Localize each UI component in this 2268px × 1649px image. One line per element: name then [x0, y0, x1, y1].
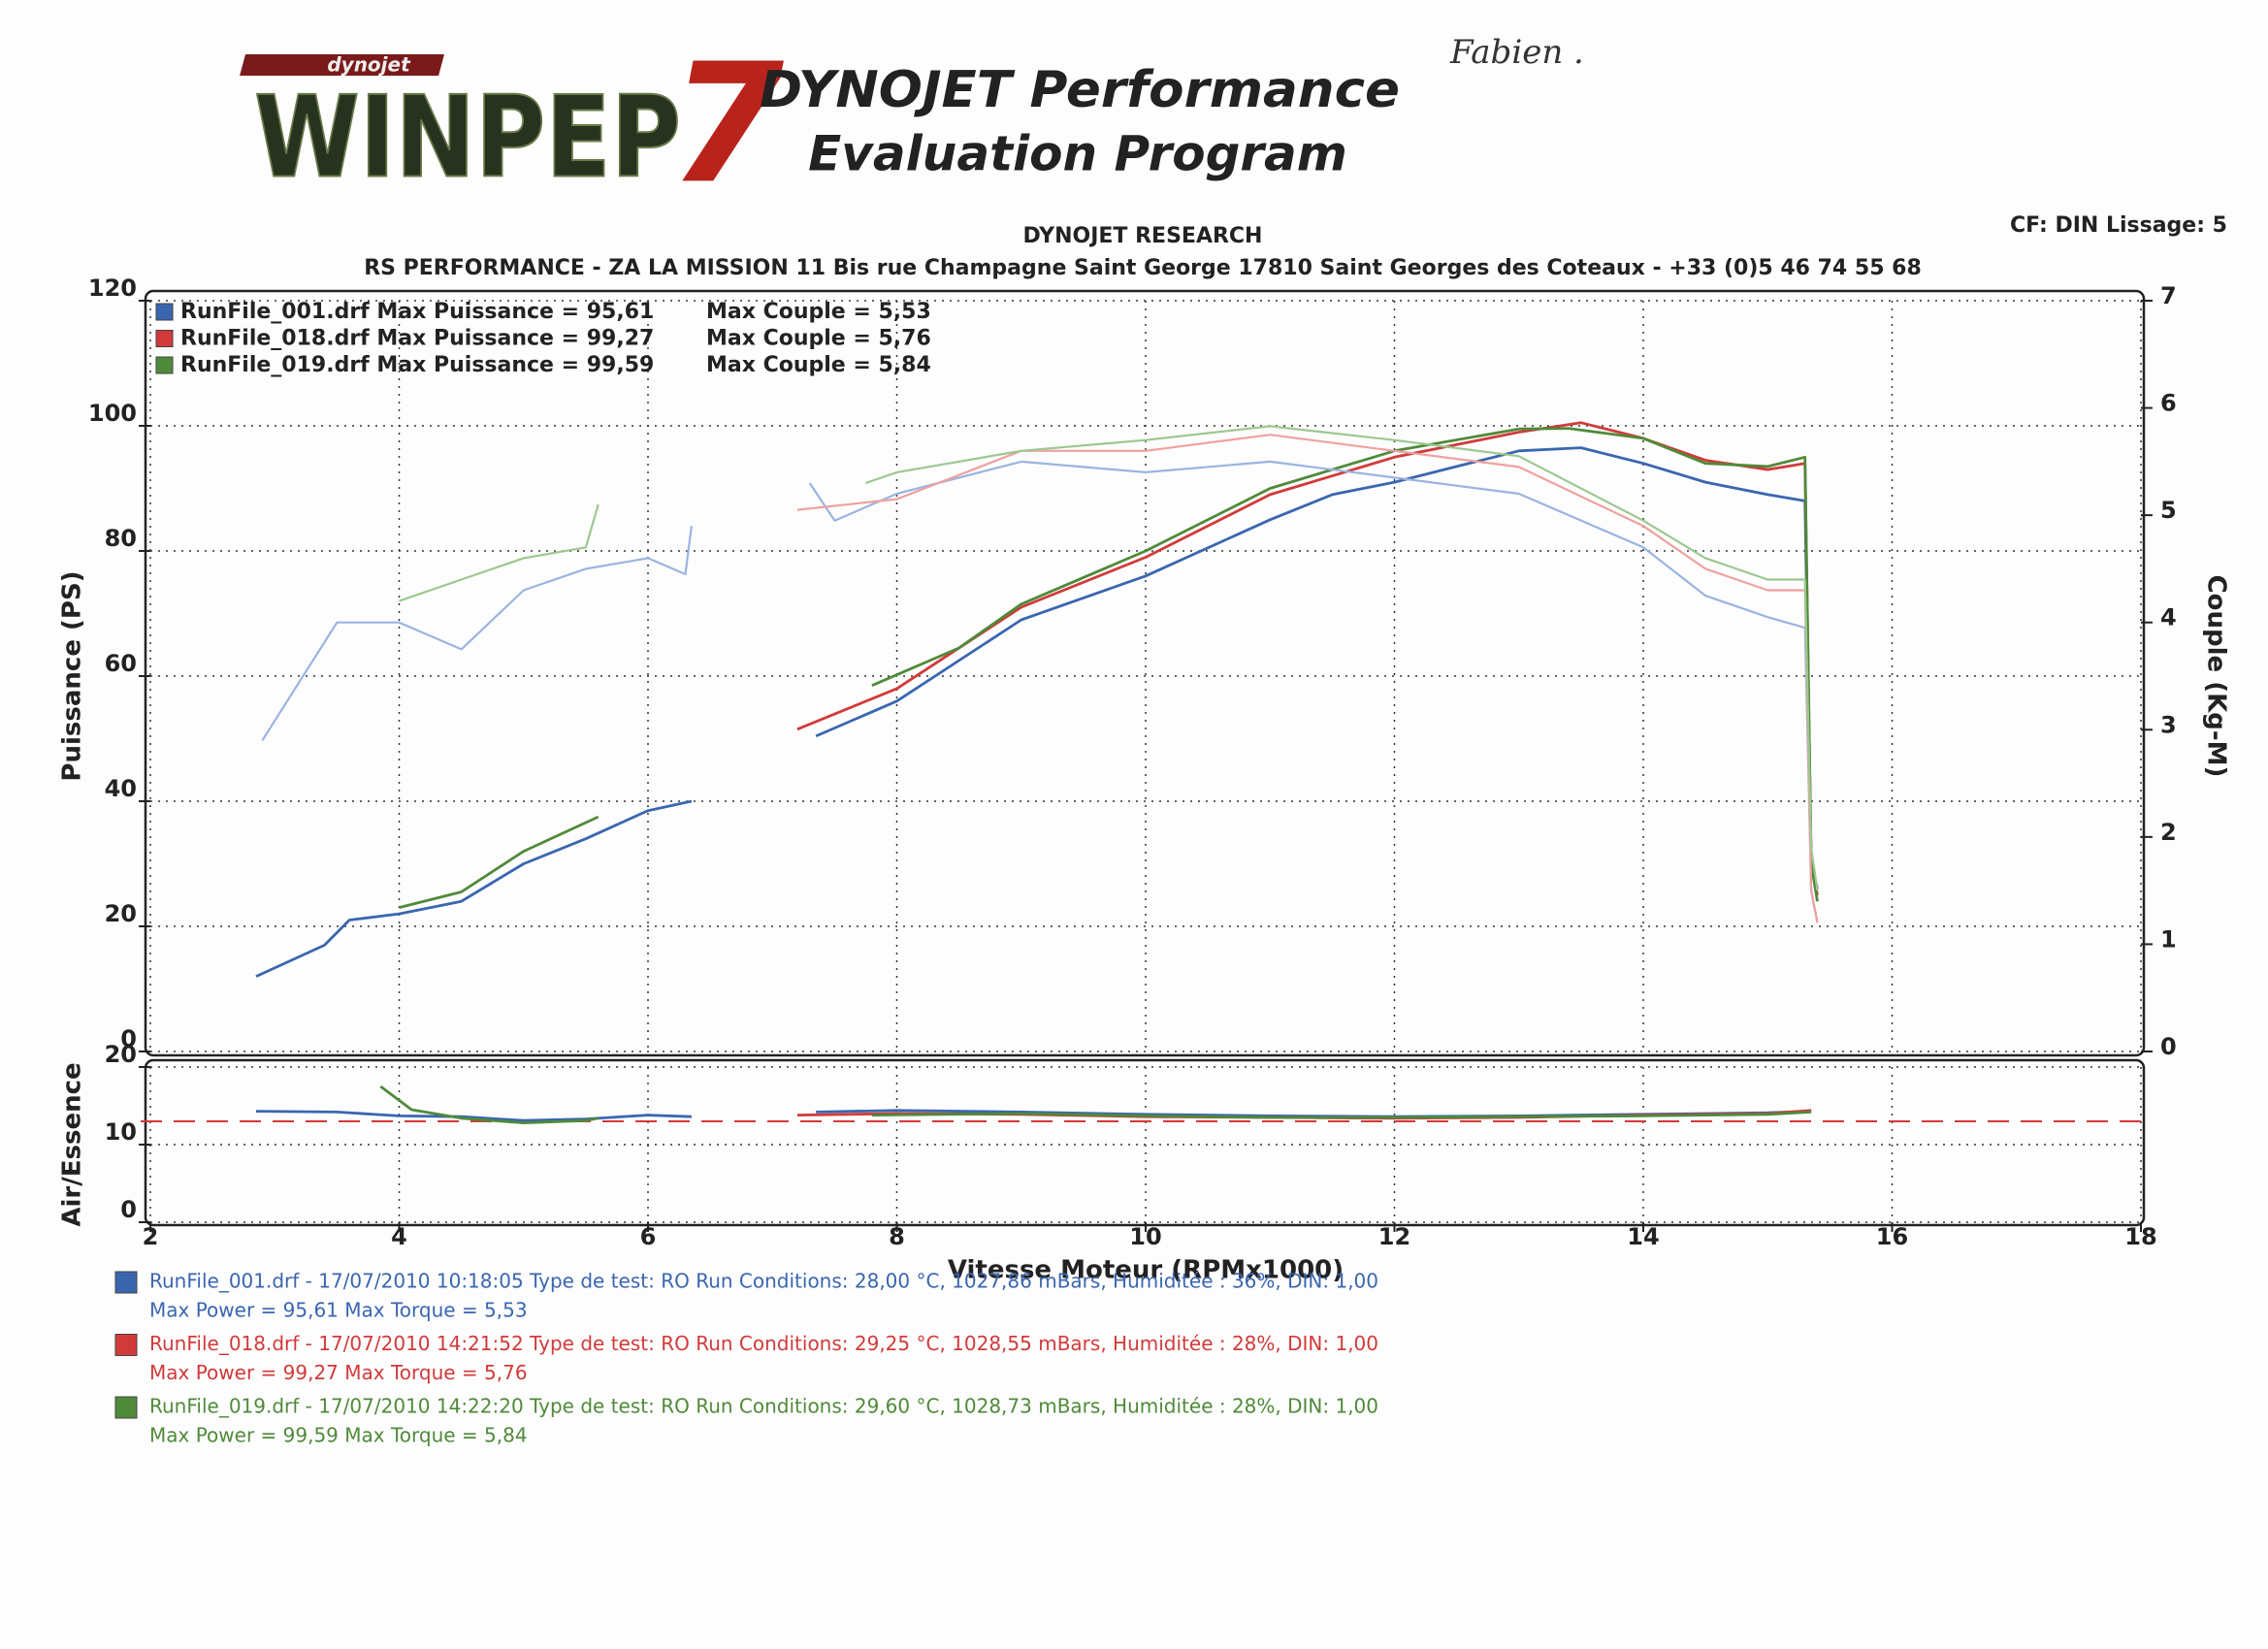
y2-tick-label: 4	[2160, 604, 2177, 631]
y2-tick-label: 0	[2160, 1033, 2177, 1060]
x-tick-label: 12	[1378, 1223, 1410, 1250]
y-tick-label: 20	[105, 1041, 137, 1068]
legend-label: RunFile_001.drf Max Puissance = 95,61	[180, 300, 654, 324]
settings: CF: DIN Lissage: 5	[2010, 213, 2227, 238]
y-axis-label: Air/Essence	[58, 1062, 87, 1226]
x-tick-label: 18	[2124, 1223, 2156, 1250]
y-tick-label: 80	[105, 525, 137, 552]
legend-swatch	[155, 303, 174, 321]
footer-swatch	[114, 1396, 138, 1419]
legend-swatch	[155, 330, 174, 347]
y2-axis-label: Couple (Kg-M)	[2202, 575, 2231, 778]
legend-label: Max Couple = 5,53	[706, 300, 931, 324]
x-axis-label: Vitesse Moteur (RPMx1000)	[948, 1256, 1344, 1285]
footer-run: RunFile_001.drf - 17/07/2010 10:18:05 Ty…	[149, 1270, 1378, 1293]
y-tick-label: 60	[105, 650, 137, 677]
legend-swatch	[155, 356, 174, 374]
series-line	[255, 446, 1819, 978]
y2-tick-label: 6	[2160, 390, 2177, 417]
x-tick-label: 8	[889, 1223, 905, 1250]
y2-tick-label: 5	[2160, 497, 2177, 524]
series-line	[399, 427, 1819, 909]
x-tick-label: 10	[1129, 1223, 1161, 1250]
y-tick-label: 100	[88, 400, 137, 427]
y2-tick-label: 2	[2160, 819, 2177, 846]
brand-bar	[240, 54, 444, 76]
plot-frame	[144, 289, 2146, 1057]
address: RS PERFORMANCE - ZA LA MISSION 11 Bis ru…	[364, 256, 1922, 280]
footer-max: Max Power = 95,61 Max Torque = 5,53	[149, 1299, 528, 1322]
x-tick-label: 16	[1876, 1223, 1908, 1250]
program-subtitle: Evaluation Program	[808, 126, 1347, 182]
brand: dynojet	[327, 53, 411, 77]
y2-tick-label: 3	[2160, 711, 2177, 738]
y-axis-label: Puissance (PS)	[58, 570, 87, 781]
footer-run: RunFile_019.drf - 17/07/2010 14:22:20 Ty…	[149, 1395, 1378, 1418]
series-line	[261, 460, 1819, 923]
y-tick-label: 20	[105, 900, 137, 927]
logo: WINPEP	[254, 73, 681, 204]
footer-swatch	[114, 1334, 138, 1356]
series-line	[379, 1084, 1812, 1124]
x-tick-label: 14	[1627, 1223, 1659, 1250]
y2-tick-label: 7	[2160, 282, 2177, 309]
footer-max: Max Power = 99,27 Max Torque = 5,76	[149, 1361, 528, 1384]
x-tick-label: 2	[143, 1223, 159, 1250]
footer-swatch	[114, 1271, 138, 1294]
footer-max: Max Power = 99,59 Max Torque = 5,84	[149, 1424, 528, 1447]
y-tick-label: 0	[120, 1196, 137, 1223]
y-tick-label: 10	[105, 1118, 137, 1146]
x-tick-label: 4	[391, 1223, 407, 1250]
series-line	[399, 425, 1819, 891]
x-tick-label: 6	[640, 1223, 657, 1250]
y-tick-label: 120	[88, 275, 137, 302]
logo-number: 7	[669, 28, 784, 220]
y-tick-label: 40	[105, 775, 137, 802]
legend-label: Max Couple = 5,84	[706, 353, 931, 377]
footer-run: RunFile_018.drf - 17/07/2010 14:21:52 Ty…	[149, 1332, 1378, 1355]
handwriting: Fabien .	[1449, 33, 1584, 72]
y-tick-label: 0	[120, 1025, 137, 1052]
company: DYNOJET RESEARCH	[1023, 224, 1263, 248]
legend-label: RunFile_018.drf Max Puissance = 99,27	[180, 327, 654, 351]
legend-label: RunFile_019.drf Max Puissance = 99,59	[180, 353, 654, 377]
legend-label: Max Couple = 5,76	[706, 327, 931, 351]
y2-tick-label: 1	[2160, 925, 2177, 953]
program-title: DYNOJET Performance	[760, 61, 1400, 119]
